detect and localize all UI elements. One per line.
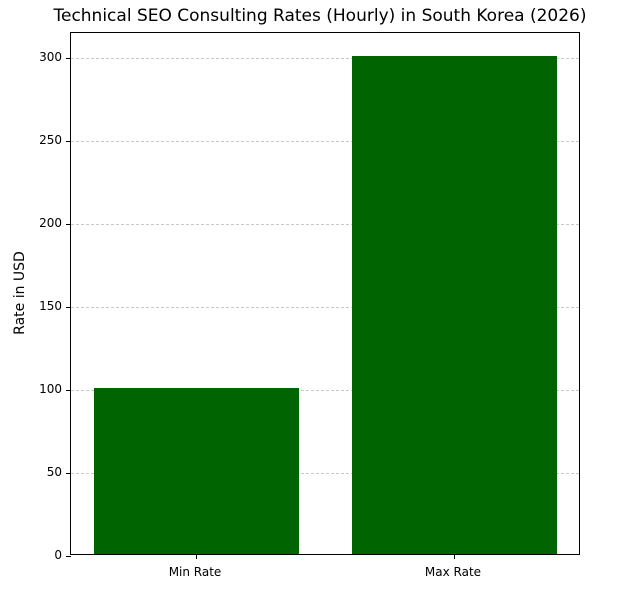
y-tick-label: 250 [39,132,62,147]
y-tick [66,140,71,142]
y-tick-label: 100 [39,381,62,396]
x-tick [196,554,197,559]
y-tick [66,472,71,474]
y-tick-label: 50 [46,464,62,479]
y-tick [66,556,71,557]
y-tick [66,306,71,308]
y-tick-label: 300 [39,49,62,64]
gridline [71,306,579,308]
chart-title: Technical SEO Consulting Rates (Hourly) … [53,6,587,26]
gridline [71,140,579,142]
y-tick [66,57,71,59]
x-tick [454,554,455,559]
bar-max-rate [351,55,557,554]
gridline [71,472,579,474]
gridline [71,223,579,225]
y-tick [66,389,71,391]
y-axis-label: Rate in USD [12,251,28,335]
bar-min-rate [93,387,299,554]
x-tick-label: Min Rate [168,565,222,579]
y-tick [66,223,71,225]
plot-area [66,32,580,559]
y-tick-label: 0 [54,548,62,562]
y-tick-label: 200 [39,215,62,230]
gridline [71,57,579,59]
x-tick-label: Max Rate [424,565,482,579]
y-tick-label: 150 [39,298,62,313]
gridline [71,389,579,391]
